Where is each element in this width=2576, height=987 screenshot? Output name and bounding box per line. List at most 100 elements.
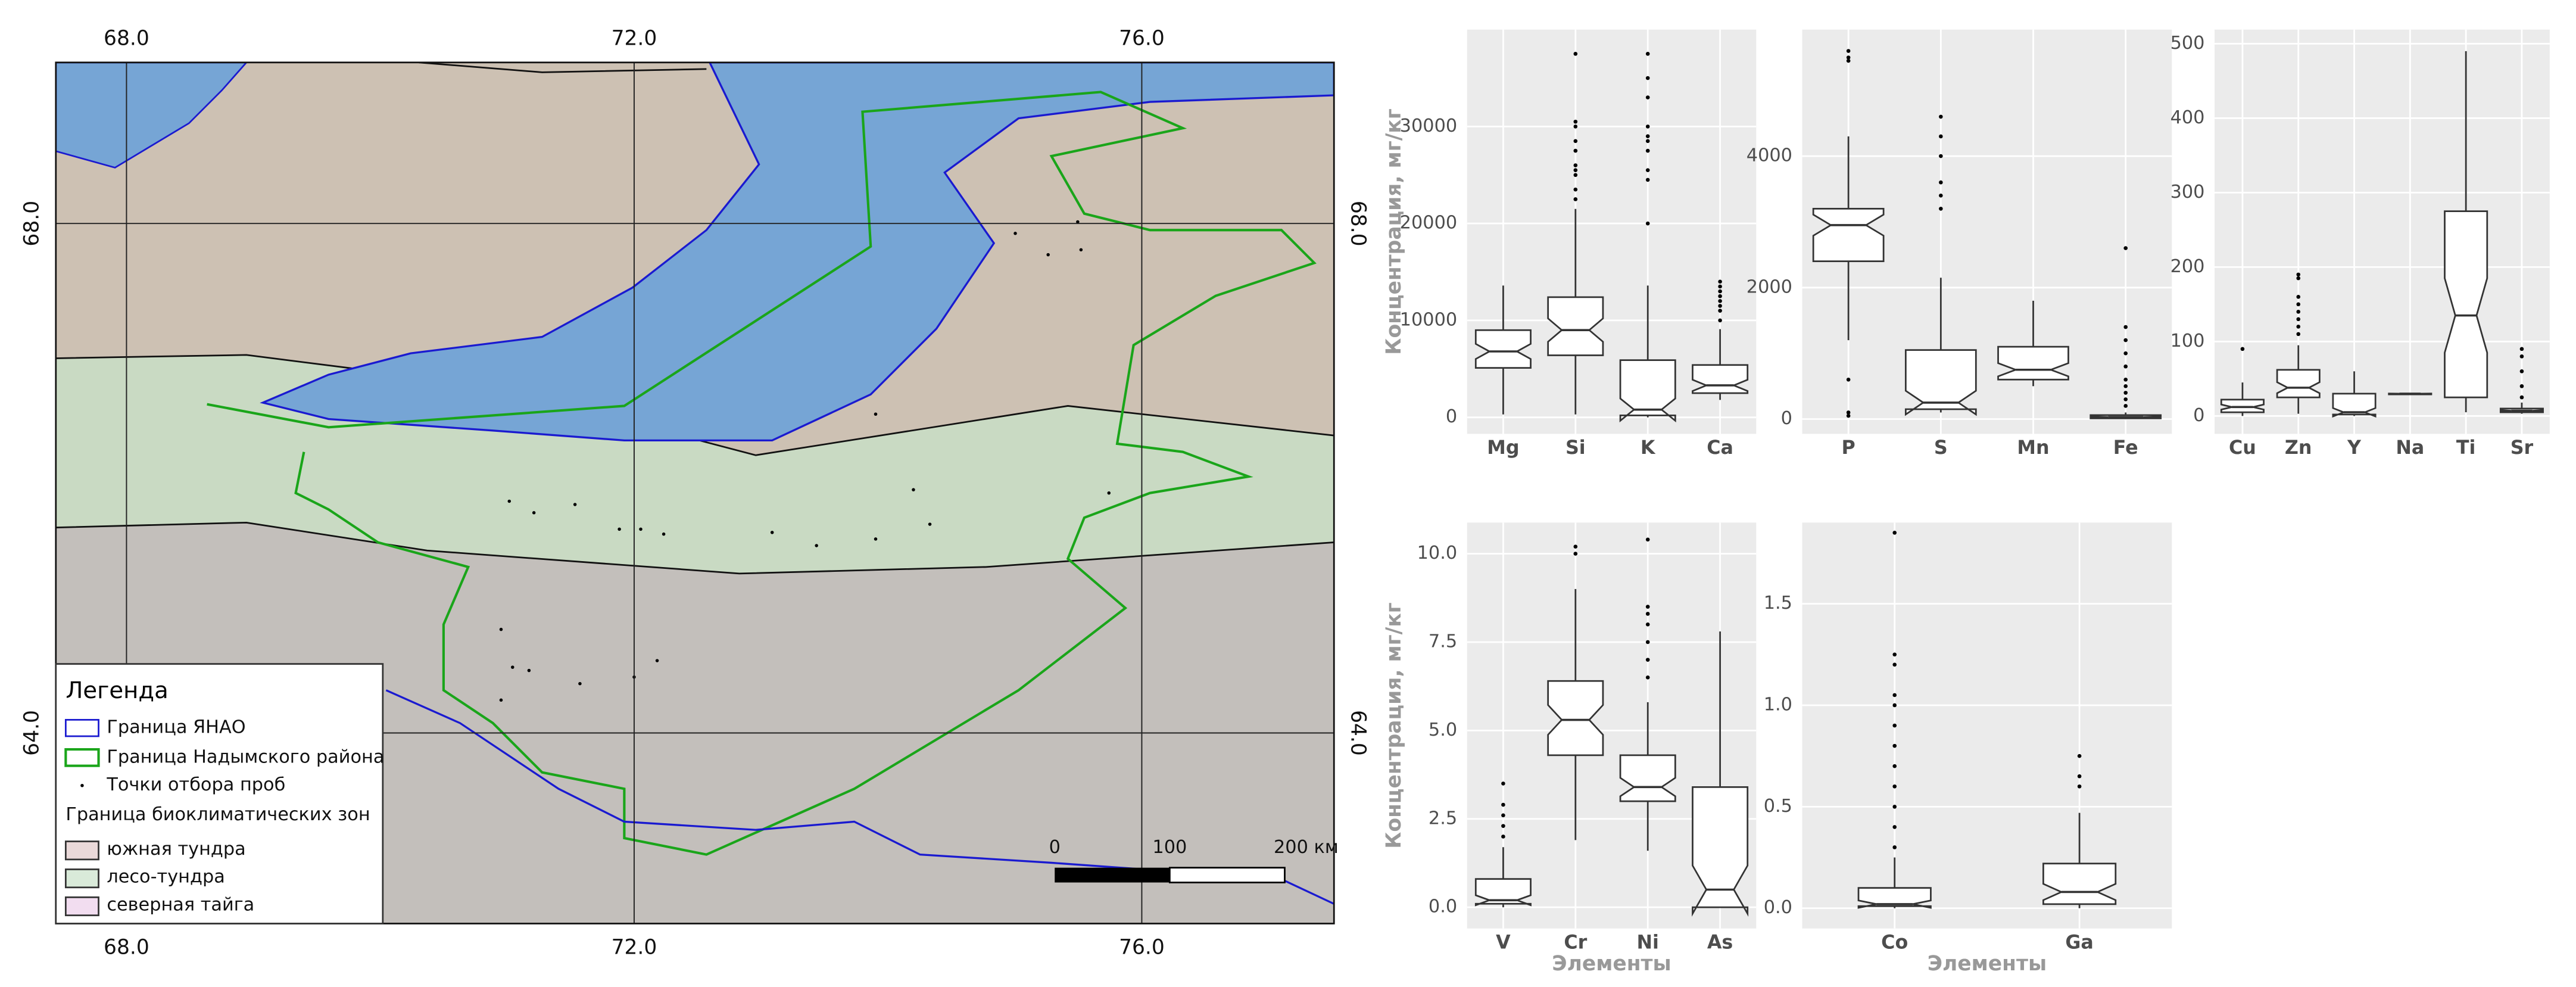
outlier bbox=[2296, 295, 2301, 299]
outlier bbox=[1645, 168, 1650, 172]
y-tick-label: 2000 bbox=[1747, 276, 1792, 297]
outlier bbox=[1939, 134, 1943, 139]
x-tick-label: S bbox=[1934, 437, 1948, 459]
panel-background bbox=[2215, 29, 2550, 434]
y-tick-label: 0.0 bbox=[1764, 897, 1792, 918]
outlier bbox=[1892, 703, 1897, 708]
y-tick-label: 20000 bbox=[1400, 213, 1457, 233]
outlier bbox=[2123, 338, 2128, 343]
y-axis-title: Концентрация, мг/кг bbox=[1382, 108, 1406, 354]
y-tick-label: 2.5 bbox=[1429, 808, 1457, 829]
outlier bbox=[1892, 723, 1897, 728]
outlier bbox=[2077, 754, 2082, 758]
outlier bbox=[1645, 537, 1650, 542]
outlier bbox=[1892, 845, 1897, 849]
legend-label: Точки отбора проб bbox=[106, 774, 285, 795]
legend-label: южная тундра bbox=[107, 839, 245, 860]
outlier bbox=[1939, 180, 1943, 185]
box bbox=[1547, 680, 1604, 756]
outlier bbox=[2240, 347, 2245, 351]
outlier bbox=[1939, 154, 1943, 158]
outlier bbox=[1573, 544, 1578, 549]
lat-label: 68.0 bbox=[20, 201, 44, 247]
scale-bar: 0 100 200 км bbox=[1049, 837, 1339, 883]
x-tick-label: Zn bbox=[2285, 437, 2312, 459]
box bbox=[1812, 208, 1885, 263]
scale-label: 0 bbox=[1049, 837, 1061, 858]
x-tick-label: Ca bbox=[1707, 437, 1733, 459]
outlier bbox=[1718, 279, 1722, 284]
x-tick-label: Cr bbox=[1564, 932, 1587, 954]
outlier bbox=[2123, 404, 2128, 408]
outlier bbox=[1501, 813, 1505, 818]
box bbox=[1474, 878, 1532, 907]
outlier bbox=[1892, 825, 1897, 829]
outlier bbox=[1892, 743, 1897, 748]
legend-label: Граница ЯНАО bbox=[107, 717, 245, 738]
outlier bbox=[2123, 246, 2128, 250]
outlier bbox=[1718, 294, 1722, 298]
map: 68.0 72.0 76.0 68.0 72.0 76.0 68.0 64.0 … bbox=[20, 27, 1370, 960]
outlier bbox=[1573, 119, 1578, 124]
legend-label: Граница Надымского района bbox=[107, 746, 384, 767]
outlier bbox=[2123, 364, 2128, 369]
x-tick-label: Ti bbox=[2456, 437, 2476, 459]
x-tick-label: Ga bbox=[2065, 932, 2093, 954]
district-border bbox=[207, 91, 1317, 856]
outlier bbox=[1846, 58, 1851, 63]
box bbox=[1692, 364, 1749, 394]
x-tick-label: Mg bbox=[1487, 437, 1519, 459]
outlier bbox=[1939, 207, 1943, 211]
outlier bbox=[1892, 764, 1897, 768]
outlier bbox=[1645, 148, 1650, 153]
water bbox=[55, 62, 248, 169]
x-tick-label: Ni bbox=[1636, 932, 1658, 954]
outlier bbox=[2123, 377, 2128, 382]
outlier bbox=[1501, 824, 1505, 828]
x-tick-label: K bbox=[1641, 437, 1656, 459]
outlier bbox=[1645, 640, 1650, 644]
y-tick-label: 0 bbox=[2193, 405, 2204, 426]
outlier bbox=[1501, 802, 1505, 807]
y-tick-label: 1.0 bbox=[1764, 694, 1792, 715]
outlier bbox=[1846, 49, 1851, 53]
outlier bbox=[1892, 784, 1897, 789]
outlier bbox=[1645, 221, 1650, 226]
legend: Легенда Граница ЯНАО Граница Надымского … bbox=[55, 663, 384, 924]
outlier bbox=[2296, 276, 2301, 281]
x-tick-label: Cu bbox=[2229, 437, 2256, 459]
outlier bbox=[1573, 163, 1578, 167]
y-tick-label: 100 bbox=[2170, 331, 2205, 351]
outlier bbox=[1645, 178, 1650, 182]
lon-label: 68.0 bbox=[104, 27, 149, 51]
water bbox=[260, 62, 1334, 442]
outlier bbox=[1645, 675, 1650, 680]
outlier bbox=[1573, 139, 1578, 144]
x-tick-label: Fe bbox=[2113, 437, 2138, 459]
outlier bbox=[1939, 193, 1943, 198]
lon-label: 68.0 bbox=[104, 935, 149, 959]
lat-label: 64.0 bbox=[1346, 710, 1370, 756]
y-tick-label: 30000 bbox=[1400, 116, 1457, 136]
y-axis-title: Концентрация, мг/кг bbox=[1382, 602, 1406, 848]
outlier bbox=[1645, 622, 1650, 627]
outlier bbox=[1645, 658, 1650, 662]
outlier bbox=[2123, 384, 2128, 388]
y-tick-label: 7.5 bbox=[1429, 631, 1457, 652]
outlier bbox=[2296, 272, 2301, 277]
outlier bbox=[1645, 605, 1650, 609]
outlier bbox=[1846, 55, 1851, 60]
y-tick-label: 5.0 bbox=[1429, 720, 1457, 740]
box bbox=[2276, 369, 2321, 398]
scale-label: 100 bbox=[1152, 837, 1187, 858]
x-tick-label: P bbox=[1842, 437, 1855, 459]
box bbox=[1619, 754, 1676, 802]
x-axis-title: Элементы bbox=[1928, 952, 2047, 976]
outlier bbox=[2296, 332, 2301, 337]
lon-label: 76.0 bbox=[1119, 27, 1165, 51]
outlier bbox=[2519, 384, 2524, 388]
lat-label: 68.0 bbox=[1346, 201, 1370, 247]
legend-label: северная тайга bbox=[107, 895, 254, 916]
outlier bbox=[2123, 325, 2128, 329]
